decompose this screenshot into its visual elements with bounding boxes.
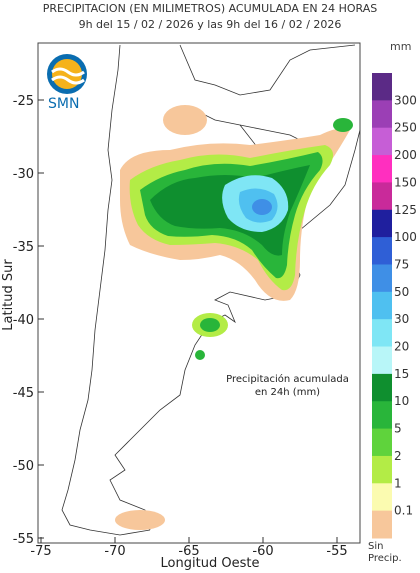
x-axis-label: Longitud Oeste: [161, 556, 260, 571]
precip-area-5mm: [333, 118, 353, 132]
legend-swatch: [372, 237, 392, 265]
legend-label: 125: [394, 203, 417, 217]
precip-area-5mm: [195, 350, 205, 360]
legend-swatch: [372, 401, 392, 430]
legend-label: 150: [394, 175, 417, 189]
map-title: PRECIPITACION (EN MILIMETROS) ACUMULADA …: [42, 2, 378, 15]
x-tick-label: -75: [30, 544, 51, 559]
precipitation-legend: 300 250 200 150 125 100 75 50 30 20 15 10 5 2 1 0.1: [372, 73, 417, 539]
precip-area-no-rain: [163, 105, 207, 135]
legend-no-precip-label: Sin Precip.: [368, 541, 402, 565]
y-tick-label: -30: [13, 167, 34, 182]
y-axis-ticks: -25 -30 -35 -40 -45 -50 -55: [13, 94, 44, 547]
legend-swatch: [372, 182, 392, 211]
y-tick-label: -25: [13, 94, 34, 109]
x-tick-label: -55: [326, 544, 347, 559]
x-tick-label: -65: [178, 544, 199, 559]
y-tick-label: -40: [13, 313, 34, 328]
legend-no-precip-line1: Sin: [368, 541, 384, 552]
legend-label: 75: [394, 257, 409, 271]
map-note: Precipitación acumulada en 24h (mm): [215, 373, 360, 399]
y-tick-label: -55: [13, 532, 34, 547]
legend-swatch: [372, 346, 392, 375]
legend-swatch: [372, 100, 392, 129]
x-tick-label: -60: [252, 544, 273, 559]
y-tick-label: -35: [13, 240, 34, 255]
legend-swatch: [372, 483, 392, 512]
map-note-line1: Precipitación acumulada: [226, 374, 349, 385]
legend-swatch: [372, 510, 392, 539]
map-subtitle-dates: 9h del 15 / 02 / 2026 y las 9h del 16 / …: [78, 18, 342, 31]
legend-swatch: [372, 455, 392, 484]
x-tick-label: -70: [104, 544, 125, 559]
y-tick-label: -50: [13, 459, 34, 474]
legend-label: 250: [394, 121, 417, 135]
legend-label: 100: [394, 230, 417, 244]
legend-no-precip-line2: Precip.: [368, 553, 402, 564]
legend-swatch: [372, 155, 392, 183]
precipitation-fields: [115, 105, 353, 530]
legend-label: 30: [394, 312, 409, 326]
precip-area-5mm: [200, 318, 220, 332]
legend-label: 300: [394, 93, 417, 107]
legend-label: 5: [394, 422, 402, 436]
legend-label: 1: [394, 476, 402, 490]
legend-unit: mm: [390, 40, 412, 53]
legend-label: 0.1: [394, 504, 413, 518]
y-tick-label: -45: [13, 386, 34, 401]
logo-text: SMN: [48, 96, 79, 112]
legend-swatch: [372, 73, 392, 101]
legend-label: 50: [394, 285, 409, 299]
map-note-line2: en 24h (mm): [254, 387, 321, 398]
x-axis-ticks: -75 -70 -65 -60 -55: [30, 537, 348, 559]
legend-label: 15: [394, 367, 409, 381]
precip-area-50mm: [252, 199, 272, 215]
legend-swatch: [372, 127, 392, 156]
legend-swatch: [372, 319, 392, 348]
legend-label: 10: [394, 394, 409, 408]
legend-swatch: [372, 373, 392, 402]
legend-label: 20: [394, 340, 409, 354]
legend-swatch: [372, 264, 392, 293]
legend-label: 200: [394, 148, 417, 162]
legend-label: 2: [394, 449, 402, 463]
precip-area-no-rain: [115, 510, 165, 530]
smn-logo: SMN: [47, 54, 87, 112]
legend-swatch: [372, 428, 392, 457]
legend-swatch: [372, 291, 392, 320]
y-axis-label: Latitud Sur: [1, 259, 16, 331]
legend-swatch: [372, 209, 392, 238]
